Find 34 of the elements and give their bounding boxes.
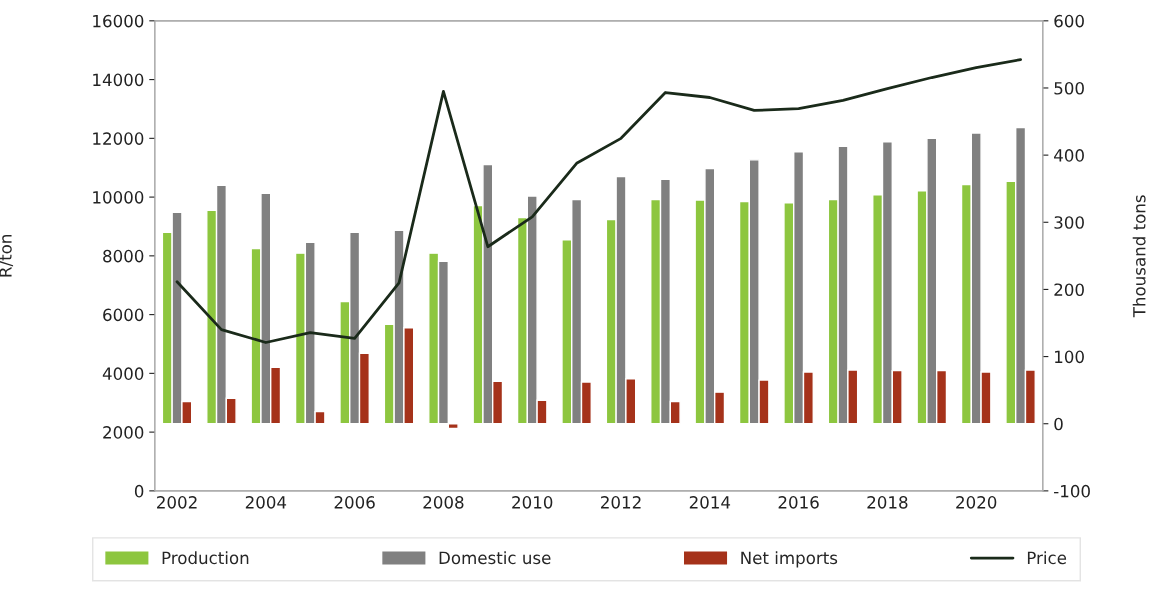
y-tick-label: 14000 bbox=[93, 73, 144, 87]
y2-tick-label: 0 bbox=[1054, 417, 1063, 431]
x-tick-label: 2006 bbox=[334, 496, 375, 509]
x-tick-label: 2016 bbox=[778, 496, 819, 509]
y-tick-label: 6000 bbox=[103, 308, 144, 322]
y2-tick-label: 100 bbox=[1055, 350, 1084, 364]
y2-tick-label: -100 bbox=[1054, 484, 1090, 498]
x-tick-label: 2014 bbox=[689, 496, 731, 509]
y-tick-label: 2000 bbox=[103, 426, 144, 439]
y-tick-label: 0 bbox=[134, 484, 144, 498]
x-tick-label: 2008 bbox=[423, 496, 464, 509]
legend-label: Domestic use bbox=[439, 551, 551, 565]
y2-axis-title: Thousand tons bbox=[1132, 195, 1146, 318]
y2-tick-label: 300 bbox=[1054, 216, 1084, 229]
legend-label: Price bbox=[1027, 551, 1067, 565]
y-tick-label: 10000 bbox=[93, 191, 144, 204]
y-tick-label: 12000 bbox=[93, 132, 144, 145]
legend-label: Net imports bbox=[741, 551, 838, 568]
x-tick-label: 2002 bbox=[157, 496, 197, 509]
y-axis-title: R/ton bbox=[0, 235, 14, 277]
y-tick-label: 4000 bbox=[102, 367, 144, 380]
x-tick-label: 2012 bbox=[601, 496, 641, 509]
y2-tick-label: 200 bbox=[1054, 283, 1084, 296]
x-tick-label: 2018 bbox=[867, 496, 908, 509]
y2-tick-label: 600 bbox=[1054, 14, 1084, 28]
y2-tick-label: 500 bbox=[1054, 81, 1084, 95]
y-tick-label: 16000 bbox=[93, 14, 144, 28]
legend-label: Production bbox=[162, 551, 249, 565]
y-tick-label: 8000 bbox=[103, 249, 144, 263]
x-tick-label: 2010 bbox=[512, 496, 553, 509]
y2-tick-label: 400 bbox=[1054, 149, 1084, 162]
x-tick-label: 2004 bbox=[245, 496, 287, 509]
line-series bbox=[175, 58, 1022, 344]
x-tick-label: 2020 bbox=[956, 496, 997, 509]
